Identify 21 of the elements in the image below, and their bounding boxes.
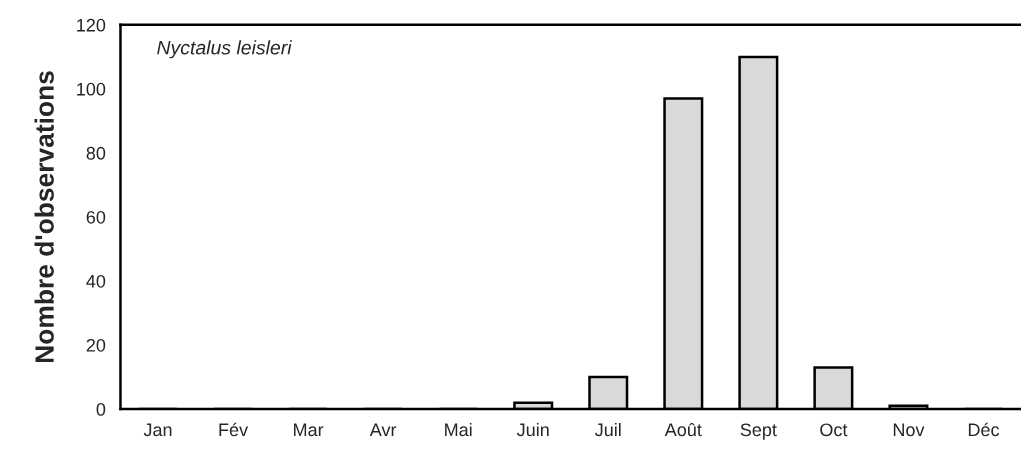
x-tick-label: Avr [369, 423, 397, 437]
x-tick-label: Fév [219, 422, 249, 437]
y-tick-label: 100 [77, 82, 106, 96]
y-tick-label: 120 [77, 18, 106, 32]
x-tick-label: Mai [445, 422, 472, 437]
x-tick-label: Jan [143, 423, 172, 437]
x-tick-label: Sept [740, 423, 777, 440]
y-tick-label: 80 [86, 146, 106, 160]
annotation: Nyctalus leisleri [157, 40, 292, 59]
x-tick-label: Déc [968, 422, 1000, 437]
x-tick-label: Mar [294, 423, 324, 437]
x-tick-label: Juil [595, 422, 621, 437]
x-tick-label: Août [664, 422, 702, 437]
y-tick-label: 0 [96, 402, 106, 416]
y-axis-title: Nombre d'observations [34, 71, 54, 363]
y-tick-label: 20 [86, 338, 106, 352]
x-tick-label: Nov [893, 423, 925, 437]
y-tick-label: 40 [86, 274, 106, 288]
x-tick-label: Juin [516, 422, 549, 437]
y-tick-label: 60 [86, 210, 106, 224]
x-tick-label: Oct [820, 423, 848, 437]
